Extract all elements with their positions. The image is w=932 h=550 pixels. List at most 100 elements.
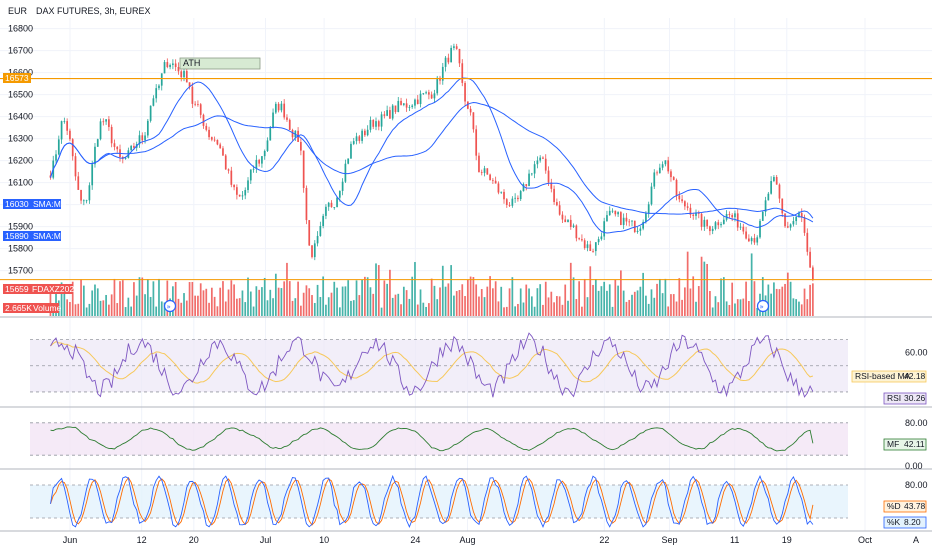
candle-body [775,177,778,185]
volume-bar [146,279,149,316]
svg-text:30.26: 30.26 [904,393,926,403]
volume-bar [233,284,235,316]
volume-bar [236,298,238,316]
volume-bar [358,295,361,316]
candle-body [341,181,344,191]
candle-body [380,114,383,127]
candle-body [784,213,786,227]
event-marker-icon[interactable]: » [756,299,770,313]
volume-bar [778,289,781,316]
candle-body [422,93,425,95]
volume-bar [667,306,670,316]
candle-body [700,213,703,227]
volume-bar [589,266,592,316]
candle-body [116,146,119,150]
volume-bar [461,284,464,316]
volume-bar [781,286,784,316]
volume-bar [364,276,366,316]
candle-body [578,238,580,240]
svg-text:%D: %D [887,501,901,511]
volume-bar [625,301,628,316]
candle-body [770,181,772,194]
volume-bar [149,296,152,316]
volume-bar [642,272,644,316]
volume-bar [130,306,133,316]
candle-body [188,82,191,87]
volume-bar [74,304,77,316]
volume-bar [389,269,391,316]
candle-body [592,251,594,252]
candle-body [761,211,764,221]
candle-body [96,139,99,147]
candle-body [800,213,803,218]
candle-body [66,121,69,131]
volume-bar [508,288,511,316]
svg-text:16030: 16030 [5,199,29,209]
candle-body [266,140,269,151]
volume-bar [464,296,466,316]
volume-bar [263,277,266,316]
volume-bar [208,302,210,316]
candle-body [210,137,213,140]
volume-bar [185,300,188,316]
mf-tag: MF 42.11 [883,438,927,451]
candle-body [686,206,689,208]
volume-bar [433,285,436,316]
volume-bar [152,281,155,316]
candle-body [316,235,319,244]
candle-body [146,120,149,136]
candle-body [77,176,80,190]
candle-body [642,221,644,229]
volume-bar [202,290,205,316]
candle-body [753,238,756,243]
volume-bar [647,303,650,316]
candle-body [94,146,96,165]
candle-body [656,172,658,174]
volume-bar [494,281,497,316]
volume-bar [536,288,539,316]
candle-body [108,119,110,127]
volume-bar [119,281,121,316]
volume-bar [155,306,158,316]
candle-body [333,207,336,208]
candle-body [302,150,305,188]
volume-bar [313,302,316,316]
candle-body [645,213,647,222]
volume-bar [480,289,483,316]
ath-box[interactable] [179,57,261,70]
stoch-band [30,485,848,518]
candle-body [567,219,569,223]
candle-body [258,159,261,164]
candle-body [224,155,227,170]
volume-bar [542,304,544,316]
volume-bar [608,284,611,316]
volume-bar [722,277,725,316]
volume-bar [224,301,227,316]
candle-body [99,121,102,140]
candle-body [795,216,798,222]
candle-body [444,57,447,67]
volume-bar [606,290,608,316]
volume-bar [444,286,447,316]
svg-text:RSI: RSI [887,393,901,403]
candle-body [695,212,697,216]
volume-bar [550,291,553,316]
candle-body [169,64,171,68]
candle-body [219,144,222,149]
candle-body [478,155,480,173]
rsi-line [50,332,814,398]
volume-bar [583,278,586,316]
volume-bar [327,297,330,316]
volume-bar [133,282,135,316]
candle-body [611,210,614,212]
x-tick-label: 22 [599,535,609,545]
auto-scale-button[interactable]: A [913,535,919,545]
candle-body [536,160,539,165]
svg-text:15890: 15890 [5,231,29,241]
event-marker-icon[interactable]: » [163,299,177,313]
volume-bar [375,263,377,316]
candle-body [199,104,202,115]
candle-body [556,202,558,206]
volume-bar [664,278,667,316]
